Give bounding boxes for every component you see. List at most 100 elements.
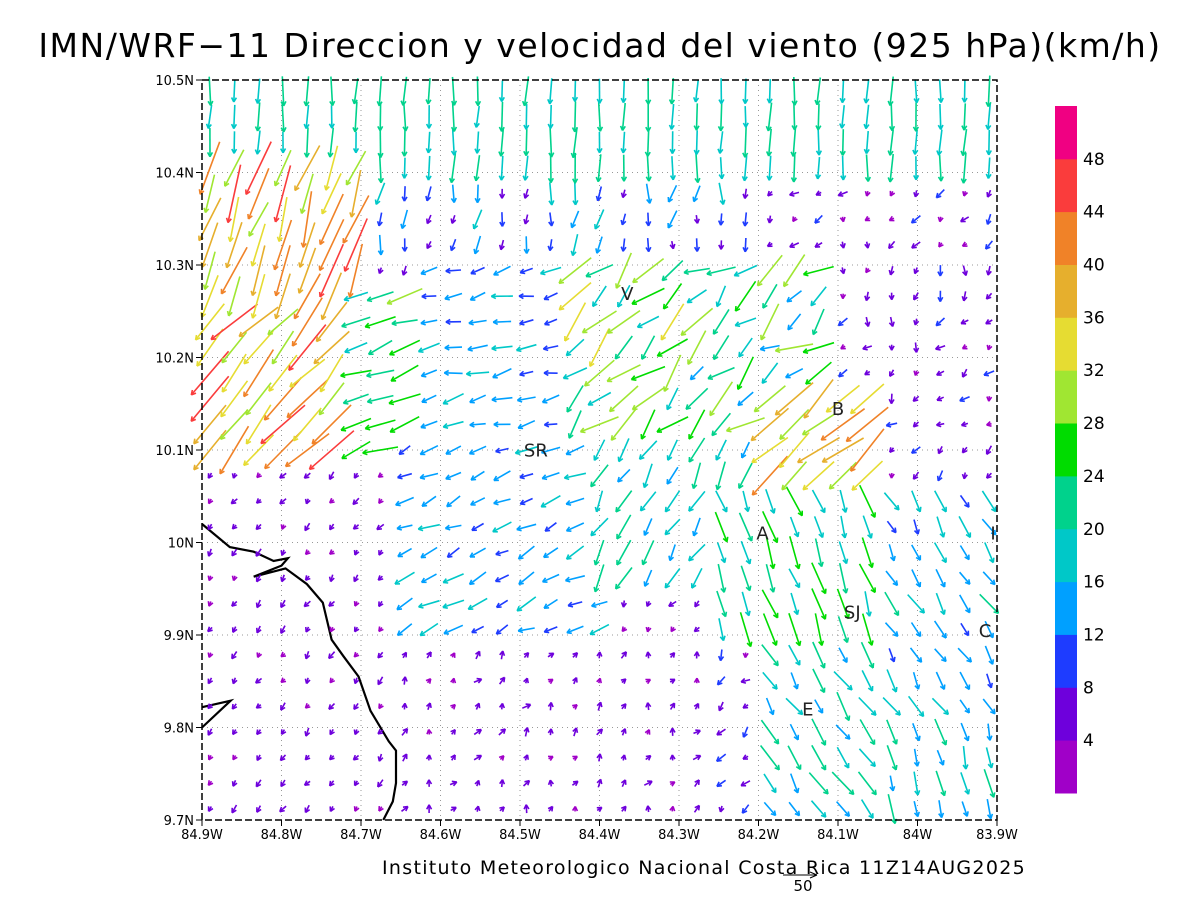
wind-vector-head (231, 781, 234, 787)
wind-vector (693, 130, 700, 155)
wind-vector (937, 265, 944, 277)
wind-vector (889, 369, 895, 377)
wind-vector-head (936, 370, 941, 376)
wind-vector (982, 698, 996, 715)
wind-vector (303, 600, 311, 608)
wind-vector (788, 568, 801, 589)
wind-vector-shaft (378, 76, 383, 106)
wind-vector (340, 369, 372, 379)
wind-vector (396, 623, 413, 636)
wind-vector-shaft (663, 354, 682, 392)
wind-vector (202, 251, 216, 290)
wind-vector (664, 490, 681, 513)
wind-vector (979, 593, 1000, 615)
wind-vector-head (623, 754, 627, 760)
wind-vector (193, 404, 227, 445)
wind-vector-head (938, 813, 943, 819)
wind-vector (739, 612, 753, 648)
wind-vector (669, 781, 676, 787)
wind-vector (838, 647, 848, 664)
wind-vector (669, 651, 676, 659)
wind-vector-shaft (470, 497, 486, 506)
wind-vector-head (888, 269, 892, 276)
wind-vector (397, 547, 412, 558)
wind-vector-shaft (646, 154, 650, 182)
wind-vector-head (769, 587, 775, 593)
wind-vector-head (820, 435, 825, 441)
wind-vector (861, 670, 874, 692)
wind-vector (305, 626, 311, 633)
wind-vector-head (473, 175, 477, 182)
wind-vector-shaft (981, 518, 997, 536)
wind-vector-head (428, 729, 433, 734)
wind-vector (492, 367, 512, 379)
wind-vector-head (328, 754, 332, 760)
wind-vector (858, 696, 877, 716)
wind-vector-shaft (838, 563, 847, 594)
wind-vector-head (225, 262, 228, 268)
wind-vector-head (840, 175, 844, 181)
wind-vector-head (984, 243, 988, 250)
wind-vector (541, 394, 560, 404)
wind-vector-shaft (717, 676, 726, 686)
wind-vector-shaft (389, 415, 420, 433)
wind-vector (615, 252, 633, 289)
wind-vector (289, 358, 326, 388)
wind-vector-shaft (444, 346, 463, 349)
wind-vector-head (849, 408, 854, 414)
wind-vector-head (985, 101, 990, 107)
wind-vector (850, 428, 885, 472)
wind-vector (250, 223, 266, 267)
wind-vector-head (207, 780, 210, 786)
wind-vector-shaft (644, 569, 653, 587)
wind-vector (620, 728, 627, 736)
wind-vector-shaft (816, 77, 822, 105)
wind-vector-shaft (911, 569, 921, 588)
wind-vector-head (632, 277, 636, 283)
wind-vector (801, 413, 836, 436)
wind-vector-shaft (566, 522, 585, 532)
wind-vector-head (986, 421, 991, 426)
wind-vector (838, 368, 848, 378)
wind-vector (377, 651, 384, 659)
wind-vector-shaft (664, 518, 681, 536)
wind-vector (366, 291, 394, 303)
wind-vector-head (793, 789, 799, 794)
wind-vector (960, 152, 967, 184)
wind-vector (328, 703, 336, 710)
wind-vector (420, 420, 438, 429)
wind-vector-shaft (667, 184, 678, 203)
wind-vector-shaft (691, 567, 703, 589)
wind-vector (693, 729, 701, 736)
wind-vector-head (773, 662, 779, 667)
wind-vector (401, 676, 408, 685)
wind-vector (256, 472, 262, 479)
wind-vector-head (870, 589, 876, 594)
wind-vector (691, 462, 702, 490)
wind-vector (329, 806, 335, 813)
wind-vector-head (820, 814, 826, 818)
wind-vector-shaft (742, 490, 749, 512)
wind-vector (828, 461, 857, 490)
wind-vector-head (190, 416, 193, 422)
wind-vector (323, 145, 339, 191)
wind-vector-head (888, 215, 893, 221)
wind-vector (815, 129, 823, 156)
wind-vector-head (940, 791, 946, 797)
wind-vector (231, 131, 238, 154)
wind-vector-head (889, 657, 895, 663)
wind-vector (298, 222, 316, 268)
wind-vector (353, 626, 360, 633)
wind-vector-head (575, 677, 578, 683)
wind-vector (243, 434, 275, 467)
wind-vector-head (715, 301, 718, 307)
wind-vector-head (377, 177, 382, 184)
wind-vector (572, 676, 578, 685)
wind-vector (473, 155, 481, 182)
wind-vector (733, 264, 758, 277)
x-tick-label: 84.3W (658, 828, 700, 843)
wind-vector-head (255, 524, 259, 530)
wind-vector (353, 729, 360, 736)
wind-vector-shaft (739, 612, 752, 647)
